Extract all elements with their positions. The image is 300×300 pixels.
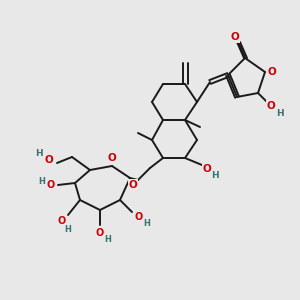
Text: H: H <box>276 109 284 118</box>
Text: O: O <box>47 180 55 190</box>
Text: H: H <box>144 220 150 229</box>
Text: O: O <box>58 216 66 226</box>
Text: H: H <box>105 236 111 244</box>
Text: O: O <box>267 101 275 111</box>
Text: H: H <box>35 149 43 158</box>
Text: O: O <box>135 212 143 222</box>
Text: O: O <box>268 67 276 77</box>
Text: O: O <box>202 164 211 174</box>
Text: O: O <box>45 155 53 165</box>
Text: O: O <box>96 228 104 238</box>
Text: H: H <box>39 178 45 187</box>
Text: O: O <box>231 32 239 42</box>
Text: H: H <box>64 224 71 233</box>
Text: H: H <box>211 172 219 181</box>
Text: O: O <box>108 153 116 163</box>
Text: O: O <box>129 180 137 190</box>
